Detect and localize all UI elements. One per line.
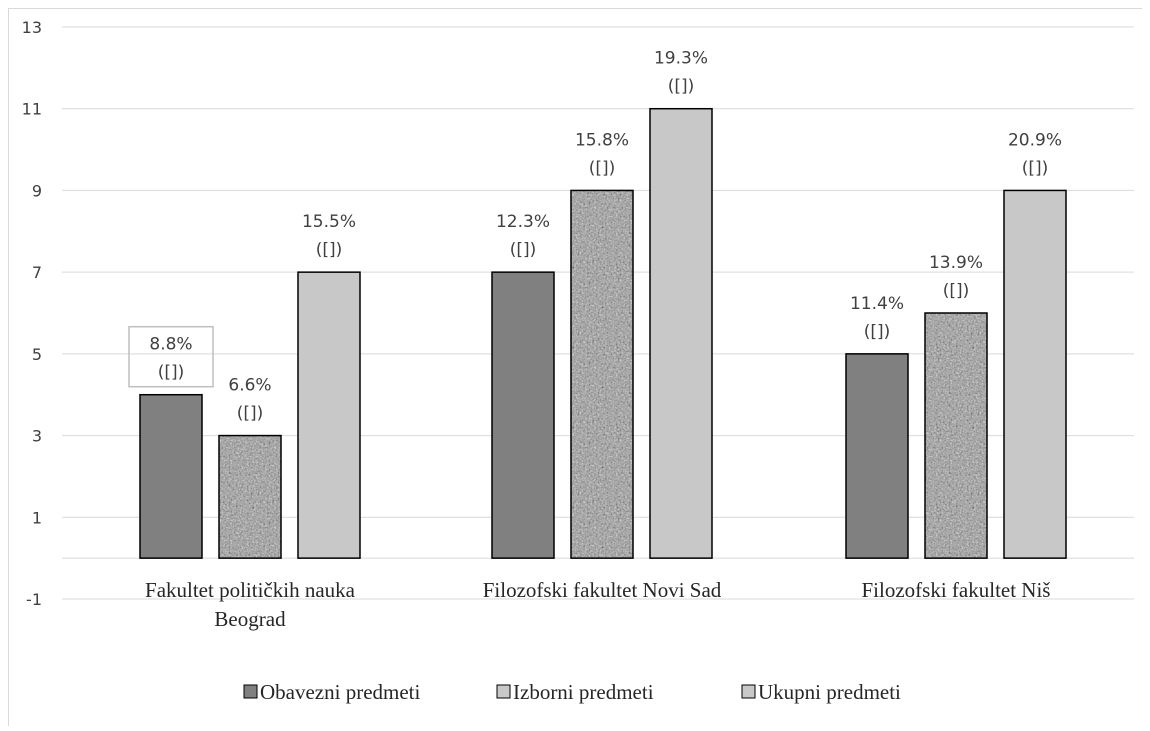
legend-swatch [243,684,258,699]
y-tick-label: 7 [32,263,42,282]
data-label-value: 12.3% [496,212,550,232]
data-label-ref: ([]) [510,240,537,260]
category-label: Fakultet političkih nauka [145,578,356,602]
y-tick-label: 3 [32,427,42,446]
y-tick-label: 1 [32,508,42,527]
data-label-ref: ([]) [1022,158,1049,178]
data-label-value: 6.6% [228,376,271,396]
legend-entry: Obavezni predmeti [260,680,421,704]
data-label-value: 19.3% [654,49,708,69]
data-label-ref: ([]) [668,77,695,97]
bars [139,107,1067,559]
y-tick-label: 13 [22,18,42,37]
data-label-value: 15.8% [575,130,629,150]
data-label-box [128,325,214,388]
category-label: Filozofski fakultet Niš [862,578,1051,602]
y-tick-label: 9 [32,181,42,200]
legend-entry: Izborni predmeti [513,680,654,704]
bar-3-3 [1003,189,1067,559]
legend-entry: Ukupni predmeti [758,680,901,704]
chart-frame [8,8,1142,726]
y-tick-label: 5 [32,345,42,364]
bar-3-2 [649,107,713,559]
data-label-value: 11.4% [850,294,904,314]
y-tick-label: -1 [26,590,42,609]
data-label-value: 8.8% [149,335,192,355]
data-label-value: 13.9% [929,253,983,273]
bar-1-3 [845,353,909,559]
bar-2-1 [218,434,282,559]
category-labels: Fakultet političkih nauka Beograd Filozofs… [145,578,1050,631]
legend-swatch [741,684,756,699]
y-tick-label: 11 [22,100,42,119]
data-label-ref: ([]) [316,240,343,260]
data-label-ref: ([]) [864,322,891,342]
data-label-ref: ([]) [237,404,264,424]
data-labels: 8.8% ([]) 12.3% ([]) 11.4% ([]) 6.6% ([]) 15.8% (… [128,49,1062,424]
legend: Obavezni predmeti Izborni predmeti Ukupni … [243,680,901,704]
category-label: Beograd [214,607,286,631]
bar-3-1 [297,271,361,559]
data-label-value: 20.9% [1008,130,1062,150]
bar-1-2 [491,271,555,559]
data-label-ref: ([]) [943,281,970,301]
data-label-value: 15.5% [302,212,356,232]
data-label-ref: ([]) [589,158,616,178]
data-label-ref: ([]) [158,363,185,383]
bar-2-2 [570,189,634,559]
legend-swatch [496,684,511,699]
bar-1-1 [139,393,203,559]
category-label: Filozofski fakultet Novi Sad [483,578,722,602]
bar-2-3 [924,312,988,559]
